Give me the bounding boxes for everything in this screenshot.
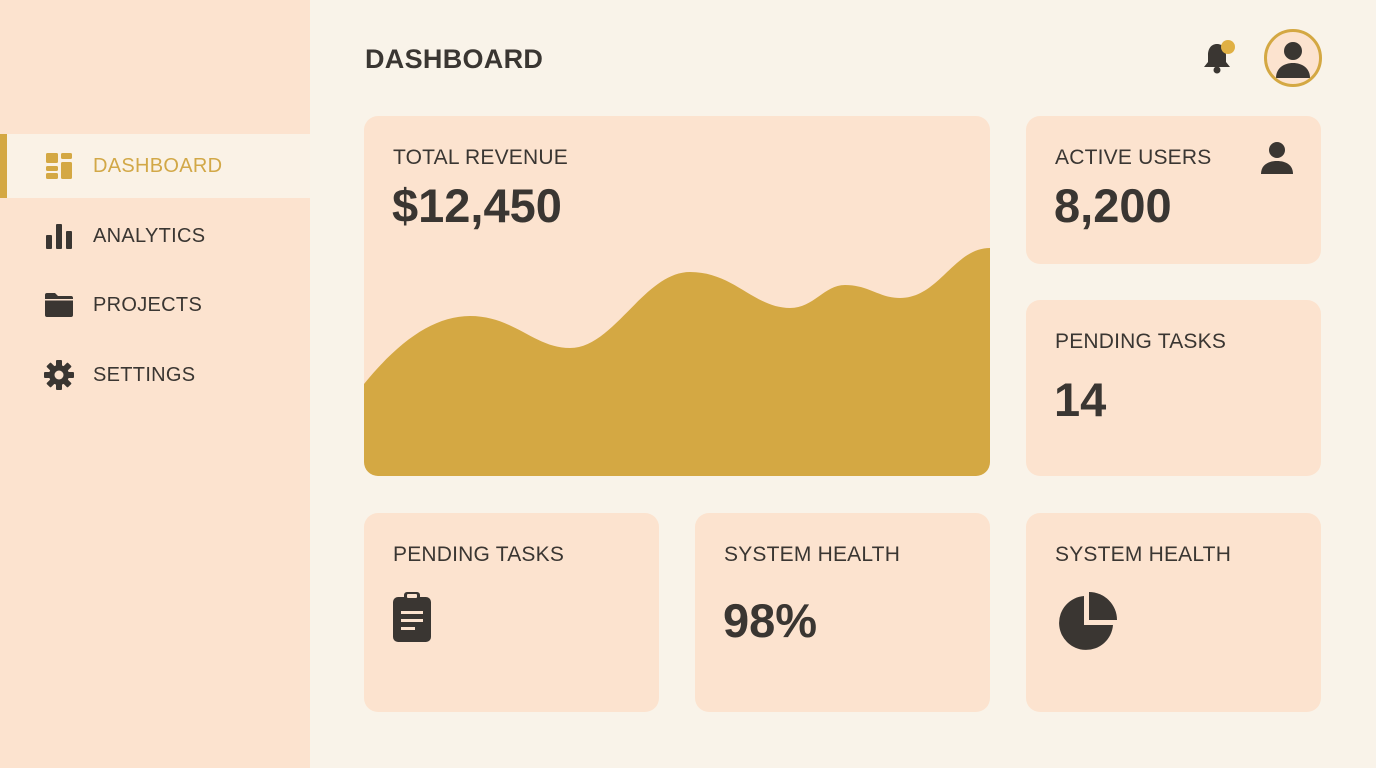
sidebar: DASHBOARD ANALYTICS PROJECTS SETTINGS — [0, 0, 310, 768]
user-icon — [1276, 42, 1310, 78]
card-value: 8,200 — [1054, 179, 1172, 232]
user-icon — [1261, 142, 1293, 174]
sidebar-item-label: DASHBOARD — [93, 154, 223, 177]
card-label: ACTIVE USERS — [1055, 146, 1212, 169]
card-label: PENDING TASKS — [393, 543, 565, 566]
gear-icon — [44, 360, 74, 390]
user-avatar[interactable] — [1264, 29, 1322, 87]
notification-bell-icon[interactable] — [1201, 38, 1237, 83]
sidebar-item-projects[interactable]: PROJECTS — [0, 273, 310, 337]
folder-icon — [44, 290, 74, 320]
pending-tasks-card-2: PENDING TASKS — [364, 513, 659, 712]
card-value: 14 — [1054, 373, 1107, 426]
dashboard-icon — [44, 151, 74, 181]
bar-chart-icon — [44, 221, 74, 251]
card-value: 98% — [723, 594, 818, 647]
sidebar-item-label: SETTINGS — [93, 363, 196, 386]
revenue-area-chart — [364, 248, 990, 476]
sidebar-item-label: PROJECTS — [93, 293, 203, 316]
card-label: SYSTEM HEALTH — [724, 543, 901, 566]
sidebar-item-analytics[interactable]: ANALYTICS — [0, 204, 310, 268]
sidebar-item-settings[interactable]: SETTINGS — [0, 343, 310, 407]
system-health-card: SYSTEM HEALTH 98% — [695, 513, 990, 712]
active-users-card: ACTIVE USERS 8,200 — [1026, 116, 1321, 264]
total-revenue-card: TOTAL REVENUE $12,450 — [364, 116, 990, 476]
revenue-area — [364, 248, 990, 476]
pending-tasks-card: PENDING TASKS 14 — [1026, 300, 1321, 476]
card-label: TOTAL REVENUE — [393, 146, 568, 169]
card-value: $12,450 — [392, 179, 562, 232]
card-label: PENDING TASKS — [1055, 330, 1227, 353]
sidebar-item-dashboard[interactable]: DASHBOARD — [0, 134, 310, 198]
sidebar-item-label: ANALYTICS — [93, 224, 206, 247]
pie-chart-icon — [1059, 592, 1117, 650]
system-health-card-2: SYSTEM HEALTH — [1026, 513, 1321, 712]
card-label: SYSTEM HEALTH — [1055, 543, 1232, 566]
clipboard-icon — [393, 592, 431, 642]
page-title: DASHBOARD — [365, 44, 544, 74]
